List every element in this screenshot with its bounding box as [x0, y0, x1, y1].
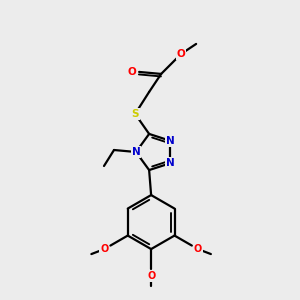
Text: O: O	[177, 49, 185, 59]
Text: O: O	[100, 244, 109, 254]
Text: O: O	[194, 244, 202, 254]
Text: N: N	[166, 136, 175, 146]
Text: O: O	[147, 271, 155, 281]
Text: N: N	[166, 158, 175, 168]
Text: S: S	[131, 109, 139, 119]
Text: O: O	[128, 67, 136, 77]
Text: N: N	[132, 147, 140, 157]
